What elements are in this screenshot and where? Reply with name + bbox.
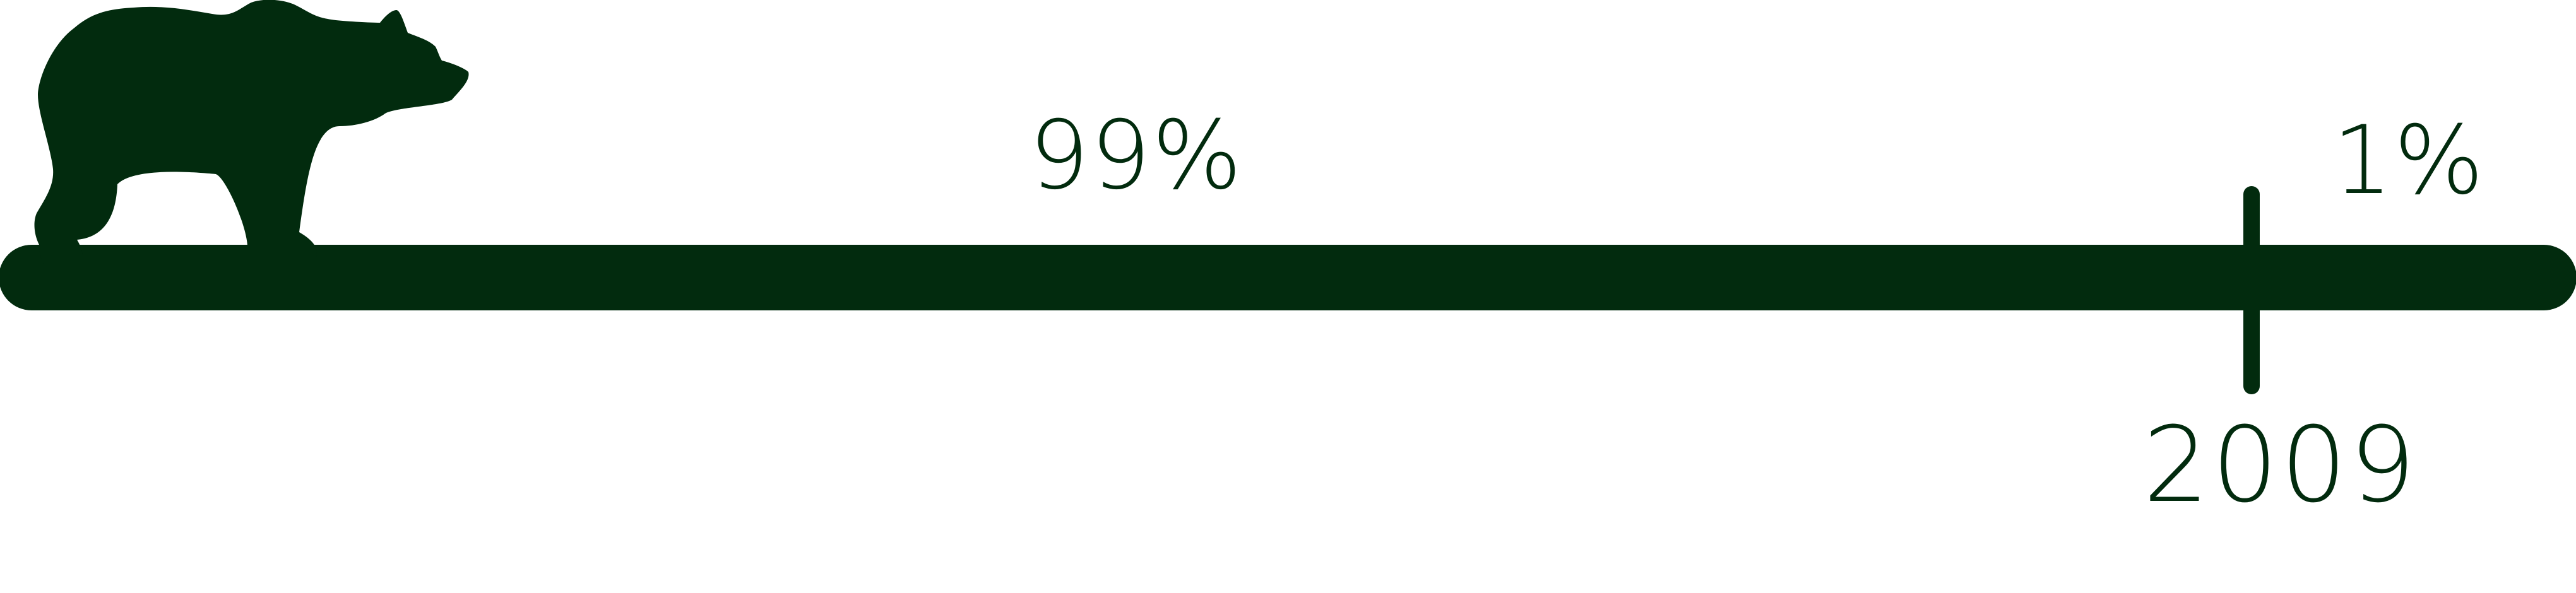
label-after-percentage: 1% — [2332, 106, 2485, 216]
label-marker-year: 2009 — [2143, 404, 2418, 525]
bear-icon — [34, 0, 469, 265]
label-before-percentage: 99% — [1029, 101, 1243, 211]
